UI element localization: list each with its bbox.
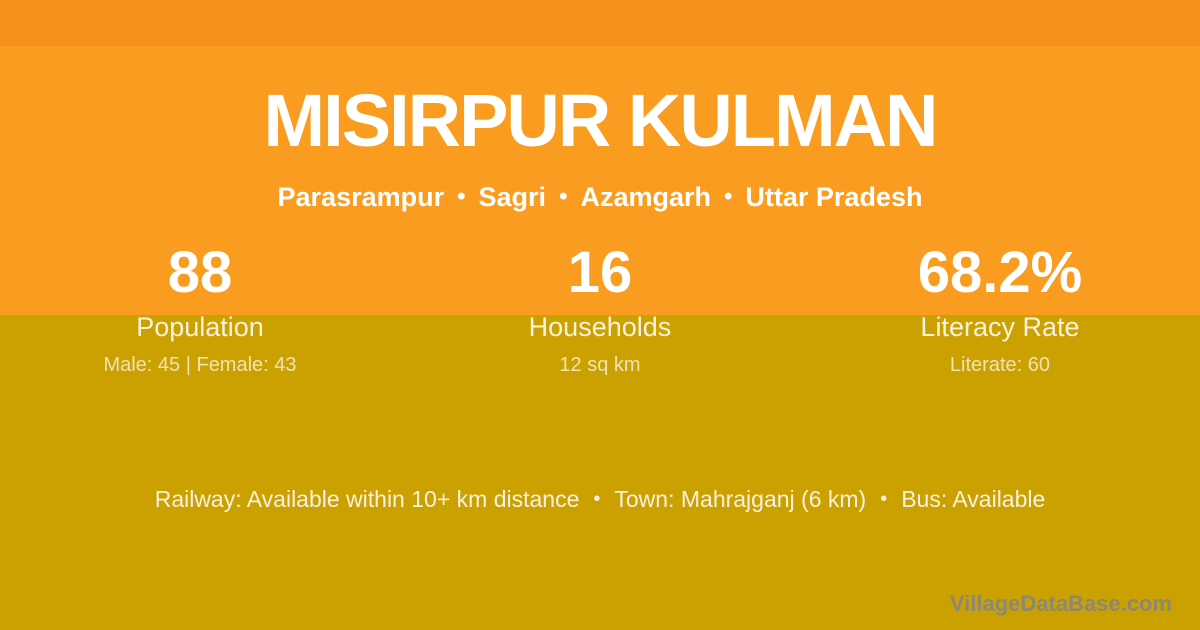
households-detail: 12 sq km (559, 354, 641, 376)
households-label: Households (528, 312, 672, 342)
population-label: Population (136, 312, 264, 342)
stat-households: 16 Households 12 sq km (400, 240, 800, 377)
town-info: Town: Mahrajganj (6 km) (614, 486, 867, 512)
bullet-separator: • (593, 488, 601, 510)
population-value: 88 (167, 240, 233, 305)
bullet-separator: • (724, 183, 733, 210)
literacy-value: 68.2% (917, 240, 1083, 305)
bullet-separator: • (880, 488, 888, 510)
bus-info: Bus: Available (901, 486, 1046, 512)
gold-background (0, 315, 1200, 630)
households-value: 16 (567, 240, 633, 305)
literacy-detail: Literate: 60 (949, 354, 1050, 376)
location-state: Uttar Pradesh (745, 182, 923, 212)
population-detail: Male: 45 | Female: 43 (103, 354, 297, 376)
location-breadcrumb: Parasrampur • Sagri • Azamgarh • Uttar P… (0, 181, 1200, 213)
stats-row: 88 Population Male: 45 | Female: 43 16 H… (0, 240, 1200, 377)
top-accent-strip (0, 0, 1200, 46)
location-village: Parasrampur (277, 182, 445, 212)
orange-background (0, 0, 1200, 315)
bullet-separator: • (457, 183, 466, 210)
site-watermark: VillageDataBase.com (949, 591, 1172, 616)
bullet-separator: • (559, 183, 568, 210)
amenities-summary: Railway: Available within 10+ km distanc… (0, 484, 1200, 514)
location-block: Sagri (478, 182, 547, 212)
stat-population: 88 Population Male: 45 | Female: 43 (0, 240, 400, 377)
stat-literacy: 68.2% Literacy Rate Literate: 60 (800, 240, 1200, 377)
literacy-label: Literacy Rate (920, 312, 1080, 342)
village-title: MISIRPUR KULMAN (263, 79, 939, 162)
location-district: Azamgarh (580, 182, 711, 212)
railway-info: Railway: Available within 10+ km distanc… (154, 486, 580, 512)
